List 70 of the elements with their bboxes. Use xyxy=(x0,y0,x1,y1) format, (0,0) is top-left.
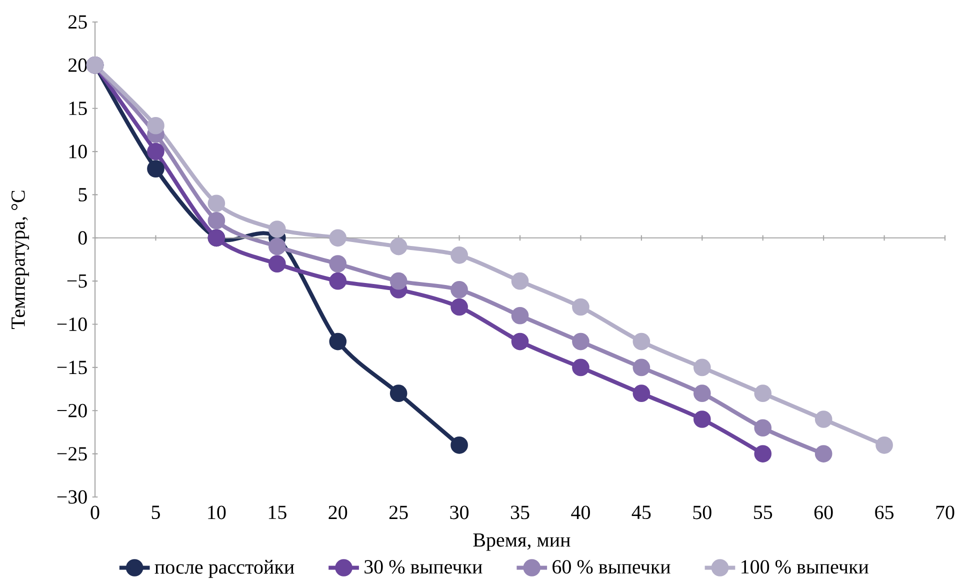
point xyxy=(329,332,347,350)
point xyxy=(632,358,650,376)
y-tick-label: −25 xyxy=(57,447,87,461)
x-tick-label: 15 xyxy=(268,506,286,520)
point xyxy=(572,298,590,316)
legend-label: 100 % выпечки xyxy=(742,560,868,574)
point xyxy=(511,332,529,350)
point xyxy=(450,281,468,298)
x-tick-label: 35 xyxy=(510,506,530,520)
point xyxy=(693,410,711,428)
y-tick-label: −5 xyxy=(67,274,87,288)
point xyxy=(329,272,347,290)
point xyxy=(147,160,164,178)
point xyxy=(754,384,772,402)
point xyxy=(208,194,226,212)
point xyxy=(511,306,529,324)
x-tick-label: 60 xyxy=(814,506,833,520)
y-tick-label: −20 xyxy=(57,404,87,418)
point xyxy=(754,445,772,462)
point xyxy=(572,332,590,350)
point xyxy=(329,255,347,272)
x-tick-label: 0 xyxy=(90,506,100,520)
x-tick-label: 65 xyxy=(875,506,894,520)
x-tick-label: 55 xyxy=(754,506,772,519)
point xyxy=(329,229,347,247)
y-tick-label: −15 xyxy=(57,360,87,374)
x-tick-label: 25 xyxy=(389,506,408,520)
point xyxy=(572,358,590,376)
legend-label: после расстойки xyxy=(154,560,294,578)
point xyxy=(268,220,286,238)
point xyxy=(268,255,286,272)
point xyxy=(450,436,468,454)
point xyxy=(693,358,711,376)
x-tick-label: 70 xyxy=(936,506,954,520)
point xyxy=(450,298,468,316)
y-tick-label: 0 xyxy=(78,231,87,245)
y-axis-title: Температура, °C xyxy=(11,190,30,329)
x-tick-label: 20 xyxy=(328,506,348,520)
x-tick-label: 10 xyxy=(208,506,226,520)
y-tick-label: −30 xyxy=(57,490,87,504)
y-tick-label: 5 xyxy=(78,188,87,202)
point xyxy=(390,384,408,402)
point xyxy=(814,410,832,428)
point xyxy=(147,142,164,160)
point xyxy=(390,238,408,256)
x-tick-label: 5 xyxy=(152,506,160,519)
x-tick-label: 50 xyxy=(693,506,712,520)
point xyxy=(390,272,408,290)
point xyxy=(876,436,893,454)
point xyxy=(754,419,772,437)
point xyxy=(208,212,226,230)
legend-label: 60 % выпечки xyxy=(552,560,670,574)
point xyxy=(814,445,832,462)
point xyxy=(450,246,468,264)
point xyxy=(632,384,650,402)
y-tick-label: 20 xyxy=(68,58,87,72)
point xyxy=(693,384,711,402)
point xyxy=(147,116,164,134)
x-axis-title: Время, мин xyxy=(473,533,570,551)
x-tick-label: 45 xyxy=(632,506,651,520)
point xyxy=(511,272,529,290)
y-tick-label: −10 xyxy=(57,318,87,332)
y-tick-label: 10 xyxy=(69,144,87,158)
y-tick-label: 15 xyxy=(69,102,87,116)
y-tick-label: 25 xyxy=(68,15,87,29)
legend-label: 30 % выпечки xyxy=(364,560,482,574)
point xyxy=(632,332,650,350)
point xyxy=(268,238,286,256)
x-tick-label: 40 xyxy=(571,506,590,520)
x-tick-label: 30 xyxy=(450,506,469,520)
